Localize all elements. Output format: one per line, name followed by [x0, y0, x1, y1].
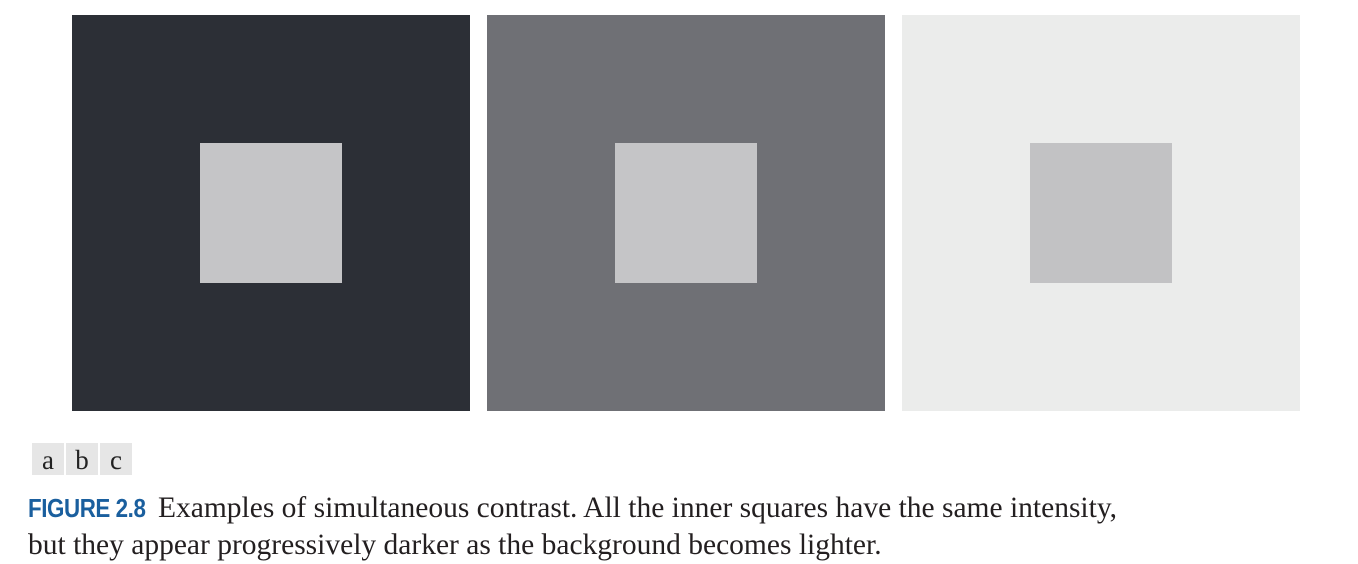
panel-c [902, 15, 1300, 411]
caption-line-2: but they appear progressively darker as … [28, 529, 882, 561]
figure-caption: FIGURE 2.8 Examples of simultaneous cont… [28, 490, 1353, 564]
caption-text-1: Examples of simultaneous contrast. All t… [157, 492, 1118, 524]
figure-label: FIGURE 2.8 [28, 493, 146, 523]
subfigure-label-c: c [100, 443, 132, 475]
subfigure-label-a: a [32, 443, 64, 475]
caption-line-1: FIGURE 2.8 Examples of simultaneous cont… [28, 490, 1353, 527]
panel-a [72, 15, 470, 411]
subfigure-label-b: b [66, 443, 98, 475]
inner-square-c [1030, 143, 1172, 283]
subfigure-labels: a b c [32, 443, 132, 475]
inner-square-a [200, 143, 342, 283]
panel-b [487, 15, 885, 411]
inner-square-b [615, 143, 757, 283]
